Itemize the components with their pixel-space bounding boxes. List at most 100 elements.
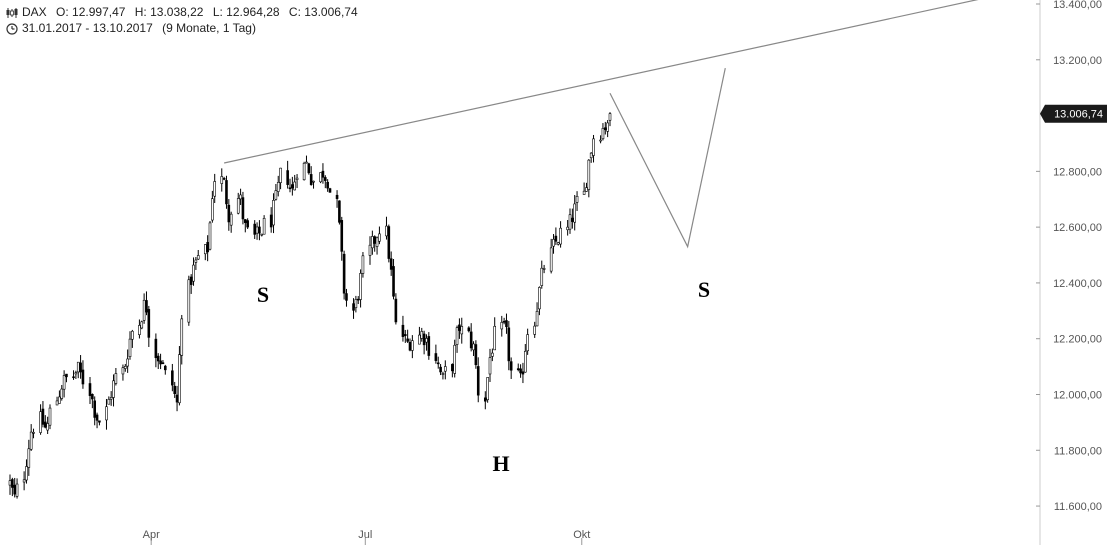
candle <box>262 215 266 235</box>
candle-body <box>293 181 297 191</box>
y-tick-label: 12.800,00 <box>1053 166 1102 178</box>
candle-body <box>222 178 226 180</box>
y-tick-label: 12.000,00 <box>1053 389 1102 401</box>
candle <box>241 191 245 225</box>
candle <box>587 159 591 198</box>
candle-body <box>469 331 473 349</box>
symbol-label: DAX <box>22 5 47 19</box>
candle-body <box>241 197 245 220</box>
candle-body <box>128 338 132 357</box>
candle-body <box>229 213 233 226</box>
open-value: O: 12.997,47 <box>56 5 126 19</box>
candle <box>236 192 240 215</box>
candle-body <box>549 247 553 272</box>
candle-body <box>138 325 141 335</box>
candle-body <box>373 236 377 244</box>
candle-body <box>321 170 325 178</box>
candle-body <box>523 351 527 373</box>
candle <box>451 363 454 378</box>
last-price-label: 13.006,74 <box>1054 109 1103 121</box>
x-tick: Apr <box>143 529 160 545</box>
candle <box>476 357 480 403</box>
candle-body <box>493 326 497 351</box>
candle <box>291 176 294 196</box>
candle-body <box>123 366 127 369</box>
candle <box>260 233 264 237</box>
resistance-trendline <box>223 0 979 164</box>
candle-body <box>112 380 115 398</box>
pattern-label: S <box>257 282 269 307</box>
y-tick: 11.800,00 <box>1036 445 1102 457</box>
candle <box>493 317 497 351</box>
candle-body <box>93 400 97 418</box>
candle <box>65 373 68 383</box>
candle <box>361 252 365 278</box>
candle <box>246 218 249 230</box>
candle-body <box>589 152 593 159</box>
candle <box>312 180 315 189</box>
candle <box>46 416 49 434</box>
x-tick-label: Apr <box>143 529 160 541</box>
y-tick: 12.800,00 <box>1036 166 1102 178</box>
candle-body <box>253 223 257 235</box>
candle-body <box>74 372 78 375</box>
candle <box>206 235 209 262</box>
candle <box>326 179 329 192</box>
candle-body <box>98 420 101 423</box>
candle <box>573 194 577 231</box>
candle <box>385 216 388 240</box>
candle-body <box>420 331 424 339</box>
candle <box>145 291 148 316</box>
candle-body <box>211 198 214 221</box>
candle-body <box>352 303 355 311</box>
candle-body <box>472 343 475 351</box>
candle <box>128 331 132 360</box>
candle-body <box>239 194 242 200</box>
candle-body <box>319 172 322 183</box>
candle-body <box>140 321 144 329</box>
candle-body <box>427 336 431 356</box>
candle-body <box>323 177 327 181</box>
candle <box>27 439 31 476</box>
candle <box>601 123 605 141</box>
candle <box>286 160 289 189</box>
candle <box>109 391 113 406</box>
candle <box>486 377 489 403</box>
candle-body <box>171 370 174 386</box>
candle-body <box>159 360 162 365</box>
candle-body <box>338 200 341 223</box>
candle <box>11 477 14 497</box>
candle-body <box>375 237 379 247</box>
candle <box>203 244 207 261</box>
candle-body <box>458 324 461 331</box>
candle-body <box>105 406 108 421</box>
candle <box>488 348 492 382</box>
candle-body <box>573 203 577 223</box>
candle <box>521 362 525 384</box>
candle <box>394 293 398 325</box>
candle-body <box>208 222 212 250</box>
candle-body <box>88 383 92 396</box>
candle <box>427 332 431 360</box>
candle-body <box>392 266 395 297</box>
candle <box>436 356 440 369</box>
candle-body <box>568 214 572 230</box>
candle <box>439 364 442 376</box>
candle <box>392 258 395 300</box>
candle-body <box>72 376 75 379</box>
candle <box>507 321 511 371</box>
candle-body <box>422 333 426 346</box>
candle <box>356 296 360 304</box>
candle <box>420 327 424 342</box>
candle-body <box>227 204 231 223</box>
candle <box>571 208 574 229</box>
candle <box>142 293 146 324</box>
candle <box>556 241 560 246</box>
candle <box>359 269 362 308</box>
candle <box>229 211 233 233</box>
candle <box>173 381 177 398</box>
candle-body <box>13 484 17 495</box>
candle <box>272 193 275 234</box>
